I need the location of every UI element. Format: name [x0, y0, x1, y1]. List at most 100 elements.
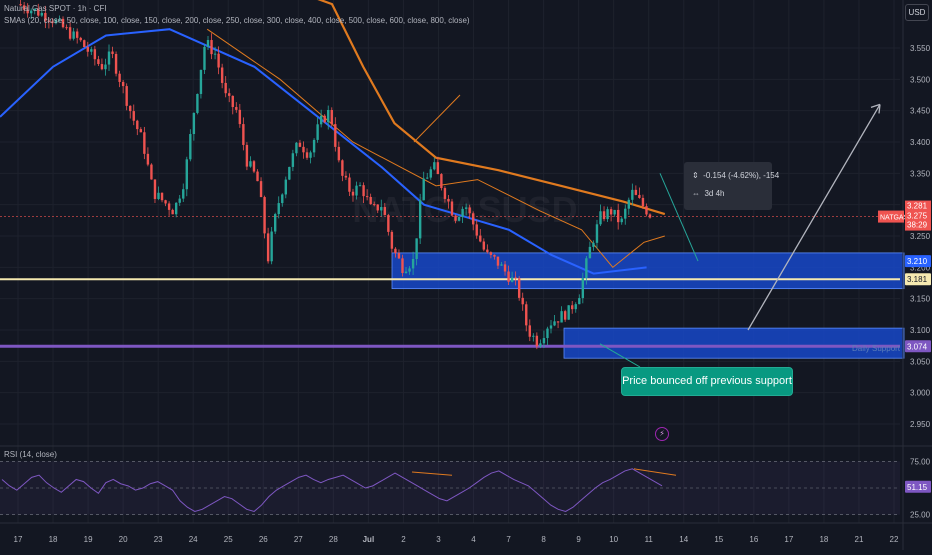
candle-body: [553, 321, 556, 326]
candle-body: [341, 160, 344, 176]
price-axis-tick: 3.100: [910, 326, 931, 335]
candle-body: [602, 211, 606, 220]
yellow-line-tag: 3.181: [907, 275, 928, 284]
candle-body: [100, 64, 104, 70]
support-callout[interactable]: Price bounced off previous support: [621, 367, 793, 396]
candle-body: [334, 124, 337, 147]
candle-body: [443, 188, 447, 199]
candle-body: [560, 311, 563, 323]
candle-body: [61, 18, 65, 28]
rsi-axis-tick: 75.00: [910, 457, 931, 466]
candle-body: [19, 4, 22, 6]
candle-body: [436, 162, 440, 175]
candle-body: [433, 162, 436, 170]
candle-body: [362, 185, 365, 197]
candle-body: [125, 86, 128, 106]
purple-line-tag-bg: [905, 340, 931, 353]
time-axis-tick: 4: [471, 535, 476, 544]
yellow-line-tag-bg: [905, 273, 931, 286]
time-axis-tick: 11: [645, 535, 654, 544]
candle-body: [358, 185, 362, 187]
candle-body: [185, 159, 188, 190]
time-axis-tick: 14: [679, 535, 688, 544]
candle-body: [139, 129, 143, 133]
time-axis-tick: 2: [401, 535, 406, 544]
candle-body: [588, 246, 592, 259]
candle-body: [316, 124, 319, 140]
candle-body: [616, 209, 620, 223]
candle-body: [83, 40, 86, 47]
time-axis-tick: 15: [714, 535, 723, 544]
candle-body: [365, 196, 369, 198]
time-axis-tick: 23: [154, 535, 163, 544]
candle-body: [47, 20, 51, 22]
candle-body: [132, 111, 135, 121]
candle-body: [609, 209, 613, 215]
symbol-title: Natural Gas SPOT · 1h · CFI: [4, 4, 107, 13]
candle-body: [563, 311, 567, 320]
candle-body: [319, 115, 323, 125]
candle-body: [517, 278, 521, 298]
price-axis-tick: 2.950: [910, 420, 931, 429]
price-axis-tick: 3.500: [910, 75, 931, 84]
candle-body: [585, 258, 588, 279]
lightning-icon[interactable]: ⚡: [655, 427, 669, 441]
candle-body: [167, 203, 171, 210]
candle-body: [65, 27, 68, 29]
candle-body: [641, 197, 645, 207]
candle-body: [387, 215, 390, 232]
candle-body: [631, 189, 634, 200]
candle-body: [228, 93, 231, 96]
candle-body: [599, 211, 602, 225]
time-axis-tick: 20: [119, 535, 128, 544]
candle-body: [500, 264, 503, 266]
price-axis-tick: 3.450: [910, 107, 931, 116]
candle-body: [26, 9, 29, 14]
candle-body: [157, 192, 160, 199]
candle-body: [376, 204, 379, 211]
candle-body: [189, 134, 192, 160]
candle-body: [394, 248, 397, 254]
candle-body: [203, 46, 206, 70]
price-axis-tick: 3.000: [910, 389, 931, 398]
candle-body: [369, 196, 372, 205]
symbol-watermark: NATGASUSD: [352, 189, 577, 230]
candle-body: [302, 146, 305, 153]
candle-body: [150, 164, 153, 180]
candle-body: [266, 233, 270, 262]
candle-body: [411, 258, 415, 269]
rsi-value-tag-bg: [905, 480, 931, 493]
symbol-tag: NATGAS: [880, 215, 909, 222]
currency-button[interactable]: USD: [905, 4, 929, 21]
candle-body: [514, 277, 517, 279]
support-zone-lower: [563, 327, 905, 359]
candle-body: [192, 112, 196, 135]
time-axis-tick: 24: [189, 535, 198, 544]
candle-body: [199, 69, 203, 94]
candle-body: [273, 214, 277, 232]
candle-body: [68, 27, 72, 39]
candle-body: [174, 202, 178, 215]
candle-body: [51, 21, 54, 24]
candle-body: [30, 10, 33, 14]
measure-price-change: ⇕ -0.154 (-4.62%), -154: [692, 171, 779, 180]
time-axis-tick: 10: [609, 535, 618, 544]
candle-body: [178, 198, 181, 203]
time-axis-tick: Jul: [363, 535, 375, 544]
time-axis-tick: 22: [890, 535, 899, 544]
candle-body: [220, 67, 224, 83]
support-upper-tag-bg: [905, 255, 931, 268]
last-price-tag: 3.281: [907, 202, 928, 211]
candle-body: [578, 298, 581, 305]
rsi-divergence-1: [411, 471, 453, 476]
candle-body: [493, 254, 496, 257]
candle-body: [380, 207, 383, 211]
candle-body: [160, 192, 164, 201]
sma-blue-line: [0, 28, 647, 275]
measure-price-icon: ⇕: [692, 171, 699, 180]
candle-body: [143, 132, 146, 154]
candle-body: [404, 271, 408, 274]
candle-body: [153, 179, 157, 199]
